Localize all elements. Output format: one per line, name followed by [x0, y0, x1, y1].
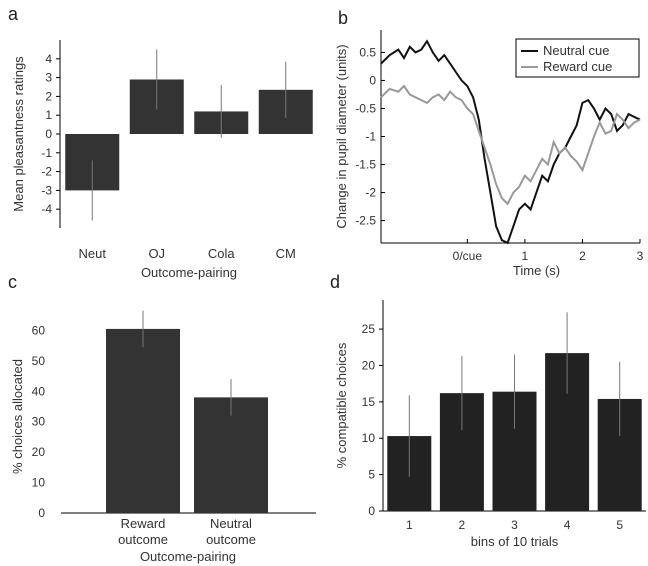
b-y-tick-label: 0	[369, 73, 376, 87]
c-y-tick-label: 0	[38, 506, 45, 520]
b-series-line	[380, 84, 641, 206]
b-y-tick-label: -0.5	[355, 101, 376, 115]
d-y-tick-label: 10	[362, 431, 376, 445]
a-category-label: OJ	[148, 246, 165, 261]
a-y-tick-label: 0	[45, 127, 52, 141]
d-category-label: 4	[564, 518, 571, 532]
d-category-label: 5	[616, 518, 623, 532]
c-y-tick-label: 30	[32, 415, 46, 429]
c-y-tick-label: 10	[32, 476, 46, 490]
b-x-tick-label: 3	[637, 249, 644, 263]
a-x-label: Outcome-pairing	[141, 265, 237, 280]
d-x-label: bins of 10 trials	[471, 534, 559, 549]
c-category-label: outcome	[206, 532, 256, 547]
b-y-tick-label: -2	[365, 186, 376, 200]
panel-label-a: a	[8, 4, 19, 24]
a-y-tick-label: -4	[41, 202, 52, 216]
chart-b: -2.5 -2 -1.5 -1 -0.5 0 0.5 0/cue 1 2 3 Neutral cueR…	[334, 30, 644, 278]
a-category-label: CM	[276, 246, 296, 261]
b-x-tick-label: 0/cue	[453, 249, 483, 263]
chart-c: 0102030405060RewardoutcomeNeutraloutcome…	[10, 310, 316, 564]
b-legend-label: Neutral cue	[543, 43, 609, 58]
a-y-tick-label: 3	[45, 71, 52, 85]
c-bar	[194, 397, 268, 513]
d-y-label: % compatible choices	[334, 342, 349, 468]
chart-d: 0 5 10 15 20 25 1 2 3 4 5 bins of 10 trials % compat…	[334, 300, 646, 549]
b-y-tick-label: -2.5	[355, 214, 376, 228]
c-y-tick-label: 60	[32, 323, 46, 337]
b-x-label: Time (s)	[513, 263, 560, 278]
c-category-label: Reward	[121, 516, 166, 531]
c-y-tick-label: 20	[32, 445, 46, 459]
a-y-tick-label: 4	[45, 52, 52, 66]
c-y-tick-label: 40	[32, 384, 46, 398]
d-y-tick-label: 5	[368, 468, 375, 482]
c-category-label: outcome	[118, 532, 168, 547]
b-y-label: Change in pupil diameter (units)	[334, 44, 349, 228]
a-y-tick-label: 2	[45, 89, 52, 103]
a-y-tick-label: -2	[41, 165, 52, 179]
d-y-tick-label: 0	[368, 504, 375, 518]
a-y-tick-label: -3	[41, 183, 52, 197]
b-legend-label: Reward cue	[543, 59, 612, 74]
b-y-tick-label: 0.5	[359, 45, 376, 59]
a-y-tick-label: 1	[45, 108, 52, 122]
panel-label-c: c	[8, 272, 17, 292]
d-category-label: 1	[406, 518, 413, 532]
panel-label-d: d	[330, 272, 340, 292]
b-legend	[515, 38, 640, 78]
panel-label-b: b	[338, 8, 348, 28]
a-category-label: Neut	[79, 246, 107, 261]
chart-a: -4 -3 -2 -1 0 1 2 3 4 Neut OJ Cola CM Outcome-pairing…	[11, 40, 313, 280]
d-y-tick-label: 25	[362, 322, 376, 336]
a-category-label: Cola	[208, 246, 236, 261]
c-x-label: Outcome-pairing	[140, 549, 236, 564]
c-y-label: % choices allocated	[10, 359, 25, 474]
c-bar	[106, 328, 180, 513]
c-y-tick-label: 50	[32, 354, 46, 368]
c-category-label: Neutral	[210, 516, 252, 531]
b-x-tick-label: 1	[522, 249, 529, 263]
d-y-tick-label: 20	[362, 358, 376, 372]
b-y-tick-label: -1.5	[355, 158, 376, 172]
d-category-label: 3	[511, 518, 518, 532]
d-y-tick-label: 15	[362, 395, 376, 409]
b-y-tick-label: -1	[365, 130, 376, 144]
b-series-line	[380, 39, 641, 245]
a-y-label: Mean pleasantness ratings	[11, 56, 26, 212]
a-y-tick-label: -1	[41, 146, 52, 160]
b-x-tick-label: 2	[579, 249, 586, 263]
d-category-label: 2	[459, 518, 466, 532]
